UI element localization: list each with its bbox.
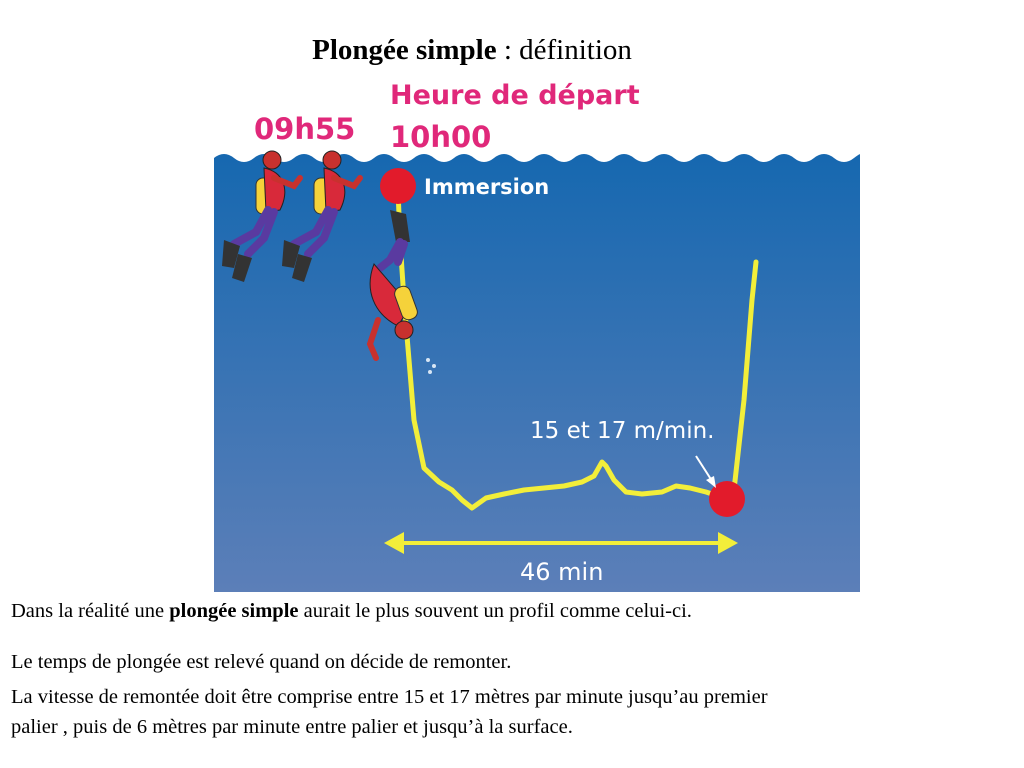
caption-line-3: La vitesse de remontée doit être compris… <box>11 686 768 708</box>
title-bold: Plongée simple <box>312 34 497 66</box>
caption-line-1: Dans la réalité une plongée simple aurai… <box>11 597 1011 625</box>
early-time: 09h55 <box>254 112 356 146</box>
page-title: Plongée simple : définition <box>0 34 944 67</box>
title-rest: : définition <box>496 34 632 66</box>
duration-arrow-right <box>718 532 738 554</box>
caption-line-1-bold: plongée simple <box>169 600 299 622</box>
caption-line-2: Le temps de plongée est relevé quand on … <box>11 651 512 673</box>
dive-profile-line <box>395 187 759 511</box>
diver-2-icon <box>282 150 363 282</box>
immersion-label: Immersion <box>424 175 550 199</box>
speed-label: 15 et 17 m/min. <box>530 418 715 444</box>
caption-line-4: palier , puis de 6 mètres par minute ent… <box>11 716 573 738</box>
caption-line-1-pre: Dans la réalité une <box>11 600 170 622</box>
departure-time: 10h00 <box>390 120 492 154</box>
departure-label: Heure de départ <box>390 80 640 111</box>
dive-profile-diagram: Immersion 15 et 17 m/min. 46 min <box>214 150 860 592</box>
dive-profile-svg <box>214 150 860 592</box>
immersion-marker <box>380 168 416 204</box>
ascent-marker <box>709 481 745 517</box>
caption-line-1-post: aurait le plus souvent un profil comme c… <box>298 600 692 622</box>
duration-arrow-left <box>384 532 404 554</box>
water-area <box>214 154 860 592</box>
duration-label: 46 min <box>520 558 604 586</box>
speed-pointer-head <box>706 476 716 488</box>
diver-3-icon <box>366 210 436 374</box>
diver-1-icon <box>222 150 303 282</box>
